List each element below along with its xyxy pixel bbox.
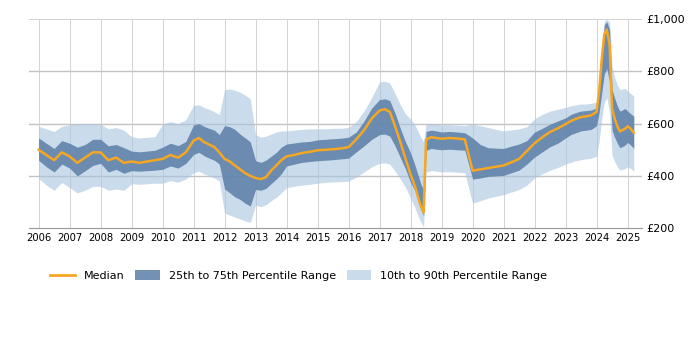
Legend: Median, 25th to 75th Percentile Range, 10th to 90th Percentile Range: Median, 25th to 75th Percentile Range, 1… [46, 266, 552, 285]
